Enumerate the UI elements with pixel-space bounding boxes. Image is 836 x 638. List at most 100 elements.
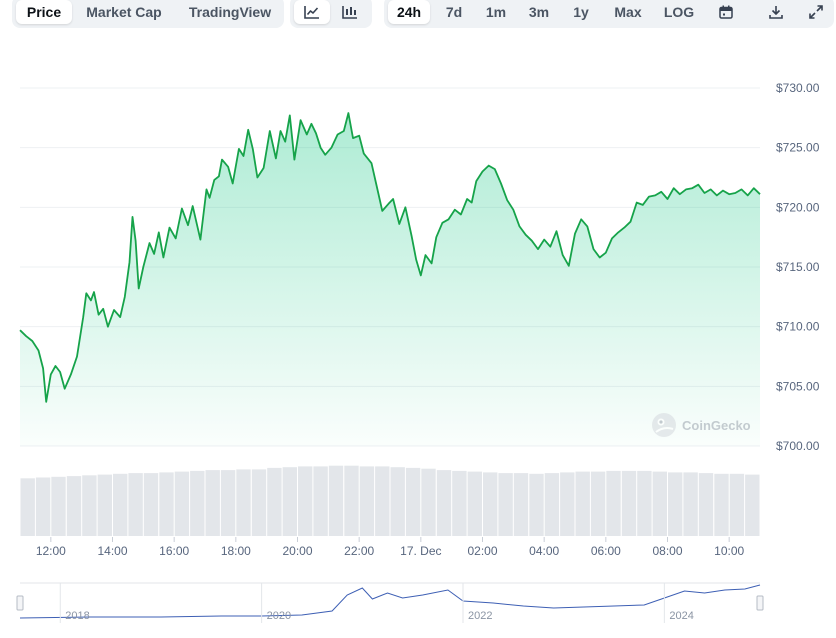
expand-button[interactable] xyxy=(798,0,834,24)
navigator-tick-label: 2018 xyxy=(65,610,89,622)
volume-bar xyxy=(236,469,251,536)
line-chart-icon xyxy=(304,6,319,19)
volume-bar xyxy=(359,466,375,536)
volume-bar xyxy=(298,466,313,536)
log-scale-toggle[interactable]: LOG xyxy=(663,4,695,20)
range-1y[interactable]: 1y xyxy=(573,4,589,20)
volume-bar xyxy=(637,470,652,536)
tab-market-cap[interactable]: Market Cap xyxy=(86,4,162,20)
volume-bar xyxy=(683,472,698,536)
volume-bar xyxy=(97,474,112,536)
volume-bar xyxy=(405,467,421,536)
volume-bar xyxy=(143,473,159,536)
range-3m[interactable]: 3m xyxy=(528,4,550,20)
x-tick-label: 18:00 xyxy=(221,544,251,558)
volume-bar xyxy=(498,473,513,536)
navigator-handle-right xyxy=(756,595,764,611)
coingecko-logo-icon xyxy=(652,413,676,437)
volume-bar xyxy=(220,470,236,536)
volume-bar xyxy=(174,471,190,536)
volume-bar xyxy=(745,474,760,536)
navigator-line xyxy=(19,584,761,619)
volume-bar xyxy=(190,470,205,536)
download-button[interactable] xyxy=(758,0,794,24)
volume-bar xyxy=(560,472,575,536)
volume-bar xyxy=(621,470,637,536)
volume-bar xyxy=(159,472,174,536)
y-tick-label: $700.00 xyxy=(776,439,820,453)
chart-toolbar: Price Market Cap TradingView 24h 7d 1m 3… xyxy=(8,0,834,30)
volume-bar xyxy=(35,477,51,536)
volume-bar xyxy=(328,465,344,536)
volume-bar xyxy=(113,473,128,536)
volume-bar xyxy=(590,471,606,536)
volume-bar xyxy=(652,471,667,536)
x-tick-label: 10:00 xyxy=(714,544,744,558)
range-7d[interactable]: 7d xyxy=(445,4,463,20)
volume-bar xyxy=(344,465,359,536)
volume-bar xyxy=(282,467,297,536)
volume-bar xyxy=(529,473,544,536)
volume-bar xyxy=(205,470,220,536)
watermark-text: CoinGecko xyxy=(682,417,751,433)
volume-bar xyxy=(513,473,529,536)
volume-bar xyxy=(82,475,97,536)
volume-bar xyxy=(668,472,683,536)
volume-bar xyxy=(452,470,467,536)
volume-bar xyxy=(544,473,560,536)
volume-bar xyxy=(51,476,66,536)
range-max[interactable]: Max xyxy=(614,4,642,20)
y-tick-label: $715.00 xyxy=(776,260,820,274)
navigator-tick-label: 2022 xyxy=(468,610,492,622)
x-tick-label: 16:00 xyxy=(159,544,189,558)
navigator-tick-label: 2020 xyxy=(267,610,291,622)
volume-bar xyxy=(390,467,405,536)
range-24h[interactable]: 24h xyxy=(388,0,430,24)
candlestick-chart-icon xyxy=(342,6,357,19)
volume-bar xyxy=(436,470,452,536)
volume-bar xyxy=(267,467,282,536)
x-tick-label: 06:00 xyxy=(591,544,621,558)
y-tick-label: $730.00 xyxy=(776,81,820,95)
x-tick-label: 17. Dec xyxy=(400,544,441,558)
volume-bar xyxy=(313,466,328,536)
x-tick-label: 04:00 xyxy=(529,544,559,558)
y-tick-label: $720.00 xyxy=(776,200,820,214)
navigator-tick-label: 2024 xyxy=(669,610,693,622)
x-tick-label: 22:00 xyxy=(344,544,374,558)
tab-price[interactable]: Price xyxy=(16,0,72,24)
calendar-icon xyxy=(719,5,733,19)
download-icon xyxy=(769,6,783,19)
x-tick-label: 08:00 xyxy=(652,544,682,558)
price-area xyxy=(20,113,760,446)
volume-bar xyxy=(467,471,482,536)
y-tick-label: $705.00 xyxy=(776,379,820,393)
volume-bar xyxy=(375,466,390,536)
volume-bar xyxy=(698,473,714,536)
line-chart-button[interactable] xyxy=(294,0,330,24)
y-tick-label: $725.00 xyxy=(776,141,820,155)
volume-bar xyxy=(714,473,729,536)
volume-bar xyxy=(20,478,35,536)
tab-tradingview[interactable]: TradingView xyxy=(188,4,272,20)
x-tick-label: 14:00 xyxy=(97,544,127,558)
volume-bar xyxy=(421,468,436,536)
range-group: 24h 7d 1m 3m 1y Max LOG xyxy=(384,0,834,28)
candlestick-chart-button[interactable] xyxy=(332,0,368,24)
x-tick-label: 12:00 xyxy=(36,544,66,558)
volume-bar xyxy=(483,472,498,536)
chart-type-group xyxy=(290,0,372,28)
x-tick-label: 20:00 xyxy=(282,544,312,558)
navigator-handle-left xyxy=(16,595,24,611)
price-line xyxy=(19,112,761,403)
volume-bar xyxy=(575,471,590,536)
range-1m[interactable]: 1m xyxy=(485,4,507,20)
calendar-button[interactable] xyxy=(708,0,744,24)
x-tick-label: 02:00 xyxy=(467,544,497,558)
expand-icon xyxy=(809,5,823,19)
volume-bar xyxy=(66,476,82,536)
y-tick-label: $710.00 xyxy=(776,320,820,334)
volume-bar xyxy=(251,469,267,536)
view-tabs: Price Market Cap TradingView xyxy=(12,0,284,28)
